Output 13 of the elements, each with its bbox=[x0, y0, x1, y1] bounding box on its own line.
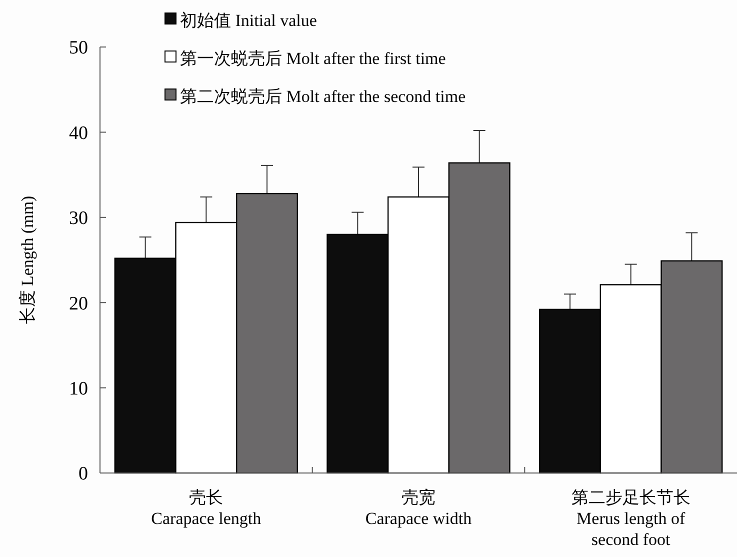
y-tick-label: 0 bbox=[78, 464, 88, 485]
legend-label: 初始值 Initial value bbox=[180, 10, 317, 30]
y-tick-label: 30 bbox=[69, 208, 88, 230]
x-tick-label: 壳宽 Carapace width bbox=[365, 488, 472, 528]
y-tick-label: 50 bbox=[69, 38, 88, 59]
legend-label: 第二次蜕壳后 Molt after the second time bbox=[180, 86, 466, 106]
y-axis-title: 长度 Length (mm) bbox=[18, 196, 37, 324]
y-tick-label: 40 bbox=[69, 122, 88, 144]
x-tick-label: 壳长 Carapace length bbox=[151, 488, 262, 528]
x-tick-label: 第二步足长节长 Merus length of second foot bbox=[571, 488, 690, 549]
y-tick-label: 20 bbox=[69, 293, 88, 314]
legend-label: 第一次蜕壳后 Molt after the first time bbox=[180, 48, 446, 68]
y-tick-label: 10 bbox=[69, 378, 88, 400]
